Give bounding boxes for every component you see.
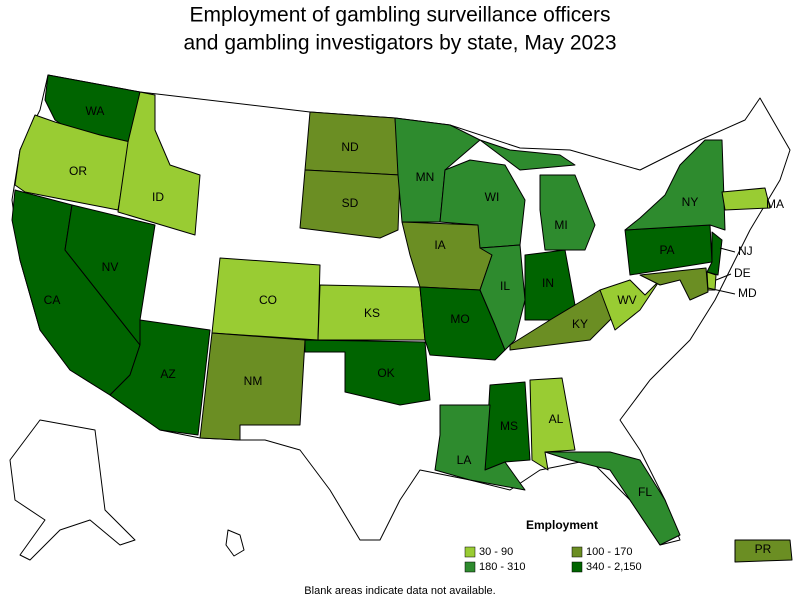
state-label: IL (500, 279, 510, 293)
legend-label: 340 - 2,150 (586, 561, 642, 573)
state (639, 267, 709, 301)
state-label: MD (738, 286, 757, 300)
state-label: ID (152, 190, 164, 204)
state-label: WA (86, 104, 105, 118)
state-label: FL (638, 485, 652, 499)
state-label: MO (450, 312, 469, 326)
state (109, 319, 211, 436)
state-label: NV (102, 260, 119, 274)
state (479, 244, 526, 351)
state (299, 169, 401, 239)
title-line: Employment of gambling surveillance offi… (190, 4, 611, 27)
state-label: MA (766, 197, 784, 211)
state (706, 271, 717, 291)
legend-title: Employment (526, 518, 598, 532)
state (479, 139, 596, 251)
state (734, 539, 793, 563)
leader-line (715, 273, 732, 281)
legend-label: 180 - 310 (479, 561, 525, 573)
states: WA OR ID CA NV AZ CO NM ND SD KS OK MN IA MO WI IL MI IN KY… (11, 74, 793, 563)
state-label: AL (549, 412, 564, 426)
state-label: NY (682, 195, 699, 209)
legend-swatch (464, 546, 476, 558)
state-label: SD (342, 196, 359, 210)
state-label: IN (542, 276, 554, 290)
footnote: Blank areas indicate data not available. (304, 585, 495, 597)
legend: Employment 30 - 90 100 - 170 180 - 310 340 … (464, 518, 642, 573)
state-label: OK (377, 366, 394, 380)
state-label: CA (44, 293, 61, 307)
state-label: LA (457, 453, 472, 467)
leader-line (719, 247, 736, 253)
state-label: WV (617, 293, 636, 307)
title-line: and gambling investigators by state, May… (183, 32, 616, 55)
legend-swatch (464, 561, 476, 573)
hawaii-outline (225, 529, 245, 557)
state-label: DE (734, 266, 751, 280)
state-label: MS (500, 419, 518, 433)
state-label: KY (572, 317, 588, 331)
state-label: NJ (738, 244, 753, 258)
state-label: NM (244, 374, 263, 388)
state (434, 404, 526, 491)
state-label: IA (434, 238, 445, 252)
state-label: OR (69, 164, 87, 178)
state-label: PA (659, 243, 674, 257)
leader-line (707, 287, 736, 295)
state-label: ND (341, 140, 359, 154)
state-label: MI (554, 218, 567, 232)
legend-label: 100 - 170 (586, 546, 632, 558)
state (117, 91, 201, 236)
state-label: PR (755, 542, 772, 556)
state (721, 187, 771, 211)
legend-swatch (571, 561, 583, 573)
state-label: MN (416, 170, 435, 184)
state-label: KS (364, 306, 380, 320)
state-label: WI (485, 190, 500, 204)
legend-label: 30 - 90 (479, 546, 513, 558)
legend-swatch (571, 546, 583, 558)
state (544, 451, 681, 546)
state (624, 139, 726, 231)
state-label: AZ (160, 367, 175, 381)
alaska-outline (9, 419, 136, 561)
state-label: CO (259, 293, 277, 307)
state (304, 339, 431, 406)
